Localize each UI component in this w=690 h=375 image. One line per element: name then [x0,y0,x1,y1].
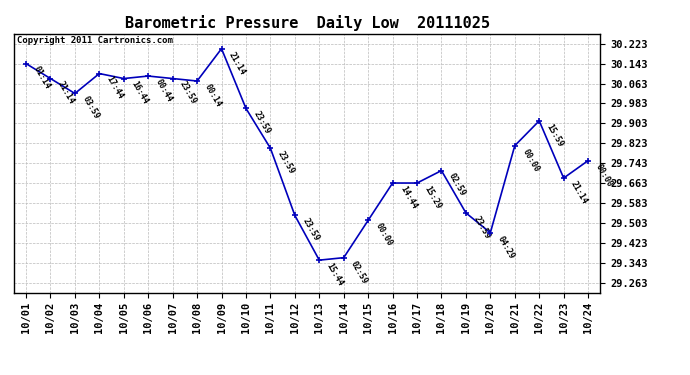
Text: 02:59: 02:59 [349,259,370,285]
Text: 15:29: 15:29 [422,184,443,211]
Text: 16:44: 16:44 [129,80,150,106]
Text: 00:14: 00:14 [203,82,223,108]
Text: 00:00: 00:00 [374,222,394,248]
Text: 21:14: 21:14 [569,180,589,206]
Text: 04:29: 04:29 [496,234,516,260]
Text: 14:44: 14:44 [398,184,418,211]
Text: 23:59: 23:59 [178,80,199,106]
Text: 03:59: 03:59 [81,95,101,121]
Text: 00:00: 00:00 [593,162,614,188]
Text: 00:44: 00:44 [154,77,174,104]
Text: 23:59: 23:59 [300,217,321,243]
Title: Barometric Pressure  Daily Low  20111025: Barometric Pressure Daily Low 20111025 [125,15,489,31]
Text: 01:14: 01:14 [32,65,52,91]
Text: 23:59: 23:59 [252,110,272,136]
Text: 15:44: 15:44 [325,261,345,288]
Text: 23:59: 23:59 [276,150,296,176]
Text: 21:14: 21:14 [56,80,77,106]
Text: Copyright 2011 Cartronics.com: Copyright 2011 Cartronics.com [17,36,172,45]
Text: 00:00: 00:00 [520,147,541,173]
Text: 15:59: 15:59 [545,122,565,148]
Text: 02:59: 02:59 [447,172,467,198]
Text: 21:14: 21:14 [227,50,248,76]
Text: 17:44: 17:44 [105,75,125,101]
Text: 23:59: 23:59 [471,214,492,240]
